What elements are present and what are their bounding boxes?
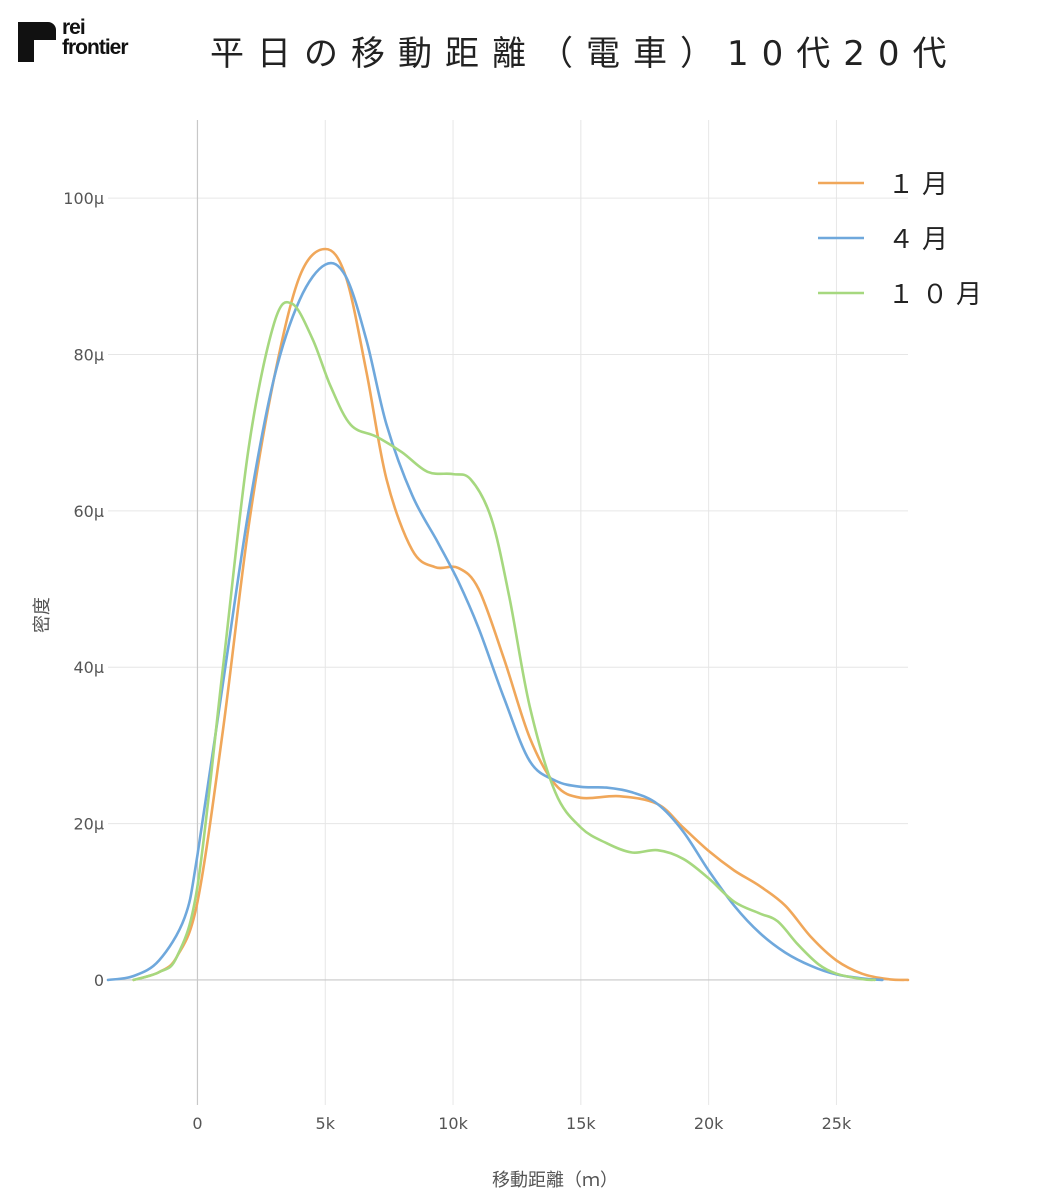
x-tick-label: 15k [566, 1114, 596, 1133]
axes: 0 5k 10k 15k 20k 25k 0 20µ 40µ 60µ 80µ 100µ [63, 120, 908, 1133]
x-tick-label: 0 [192, 1114, 202, 1133]
y-tick-label: 0 [94, 971, 104, 990]
legend-label-0: １月 [888, 170, 956, 200]
brand-line2: frontier [62, 36, 128, 59]
x-tick-label: 25k [822, 1114, 852, 1133]
y-tick-label: 40µ [73, 658, 104, 677]
x-tick-label: 5k [316, 1114, 336, 1133]
series-line-2 [132, 300, 877, 982]
legend: １月 ４月 １０月 [818, 170, 990, 310]
x-tick-label: 20k [694, 1114, 724, 1133]
legend-label-2: １０月 [888, 280, 990, 310]
y-tick-label: 100µ [63, 189, 104, 208]
y-tick-label: 80µ [73, 346, 104, 365]
x-tick-label: 10k [438, 1114, 468, 1133]
y-tick-label: 20µ [73, 815, 104, 834]
chart-title: 平日の移動距離（電車）10代20代 [210, 34, 960, 74]
brand-line1: rei [62, 16, 86, 39]
brand-logo-text: rei frontier [62, 16, 128, 59]
y-axis-title: 密度 [32, 597, 53, 633]
series-line-0 [132, 247, 910, 982]
brand-logo-mark [18, 22, 56, 62]
series-lines [106, 247, 910, 982]
legend-label-1: ４月 [888, 225, 956, 255]
y-tick-label: 60µ [73, 502, 104, 521]
series-line-1 [106, 261, 884, 982]
brand-logo: rei frontier [18, 16, 148, 68]
x-axis-title: 移動距離（ｍ） [492, 1170, 618, 1191]
